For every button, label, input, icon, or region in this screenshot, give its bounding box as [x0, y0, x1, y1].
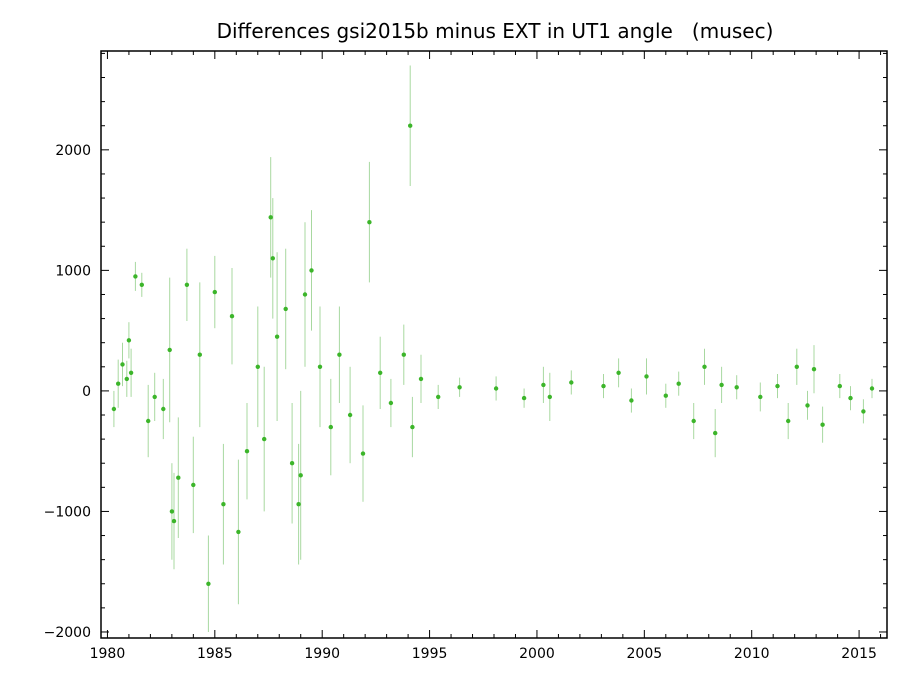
data-point — [541, 382, 546, 388]
x-tick-label: 1995 — [412, 646, 448, 662]
data-point — [167, 347, 172, 353]
data-point — [171, 518, 177, 524]
y-tick-label: −2000 — [44, 625, 91, 641]
data-point — [111, 406, 117, 412]
data-point — [139, 282, 144, 287]
y-tick-label: −1000 — [44, 504, 91, 520]
data-point — [436, 394, 441, 400]
data-point — [786, 418, 791, 424]
data-point — [805, 403, 810, 408]
data-point — [317, 364, 323, 369]
data-point — [360, 451, 366, 456]
data-point — [184, 282, 190, 287]
data-point — [274, 334, 280, 339]
data-point — [146, 418, 151, 424]
data-point — [221, 502, 226, 507]
data-point — [191, 482, 196, 488]
data-point — [229, 314, 235, 319]
data-point — [255, 364, 260, 369]
data-point — [378, 370, 383, 375]
plot-area — [111, 65, 875, 632]
data-point — [128, 370, 134, 375]
data-point — [410, 424, 415, 430]
data-point — [347, 412, 353, 418]
data-point — [169, 509, 175, 514]
data-point — [811, 367, 817, 372]
data-point — [569, 380, 574, 385]
data-point — [388, 400, 394, 406]
data-point — [262, 436, 267, 442]
data-point — [644, 374, 649, 379]
data-point — [283, 306, 288, 312]
chart-title: Differences gsi2015b minus EXT in UT1 an… — [217, 19, 774, 43]
data-point — [126, 338, 132, 343]
data-point — [691, 418, 696, 424]
data-point — [794, 364, 799, 369]
data-point — [270, 256, 275, 261]
data-point — [629, 398, 634, 403]
data-point — [521, 395, 527, 401]
data-point — [133, 274, 138, 279]
data-point — [869, 386, 875, 391]
x-tick-label: 2015 — [841, 646, 877, 662]
data-point — [702, 364, 707, 369]
data-point — [302, 292, 308, 297]
data-point — [212, 289, 217, 295]
data-point — [120, 362, 125, 367]
y-tick-label: 1000 — [55, 263, 91, 279]
y-tick-label: 2000 — [55, 143, 91, 159]
data-point — [367, 220, 372, 225]
data-point — [408, 123, 413, 128]
data-point — [734, 385, 739, 390]
data-point — [197, 352, 202, 357]
data-point — [493, 386, 499, 391]
data-point — [547, 394, 552, 400]
data-point — [719, 382, 724, 388]
data-point — [418, 376, 424, 382]
data-point — [206, 581, 211, 586]
x-tick-label: 2010 — [734, 646, 770, 662]
data-point — [244, 449, 250, 454]
data-point — [401, 352, 406, 357]
data-point — [663, 393, 668, 398]
data-point — [616, 370, 621, 375]
data-point — [124, 376, 129, 382]
data-point — [848, 395, 853, 401]
data-point — [337, 352, 342, 357]
data-point — [837, 383, 842, 389]
data-point — [298, 473, 303, 478]
data-point — [152, 394, 157, 400]
data-point — [116, 381, 121, 386]
data-point — [289, 461, 295, 466]
data-point — [775, 383, 780, 389]
plot-frame — [100, 50, 888, 639]
data-point — [713, 430, 718, 436]
axes: 1980 1985 1990 1995 2000 2005 2010 2015 −2000 −10… — [44, 51, 887, 662]
data-point — [161, 406, 166, 412]
y-tick-label: 0 — [82, 384, 91, 400]
data-point — [296, 502, 301, 507]
x-tick-label: 2000 — [519, 646, 555, 662]
data-point — [758, 394, 763, 400]
data-point — [268, 215, 273, 220]
data-point — [457, 385, 462, 390]
data-point — [236, 529, 241, 535]
data-point — [176, 475, 181, 480]
data-point — [676, 381, 681, 386]
x-tick-label: 1985 — [197, 646, 233, 662]
data-point — [601, 383, 606, 389]
data-point — [328, 424, 333, 430]
x-tick-label: 2005 — [627, 646, 663, 662]
x-tick-label: 1990 — [304, 646, 340, 662]
data-point — [309, 268, 314, 273]
data-point — [861, 409, 866, 414]
x-tick-label: 1980 — [90, 646, 126, 662]
data-point — [820, 422, 825, 427]
